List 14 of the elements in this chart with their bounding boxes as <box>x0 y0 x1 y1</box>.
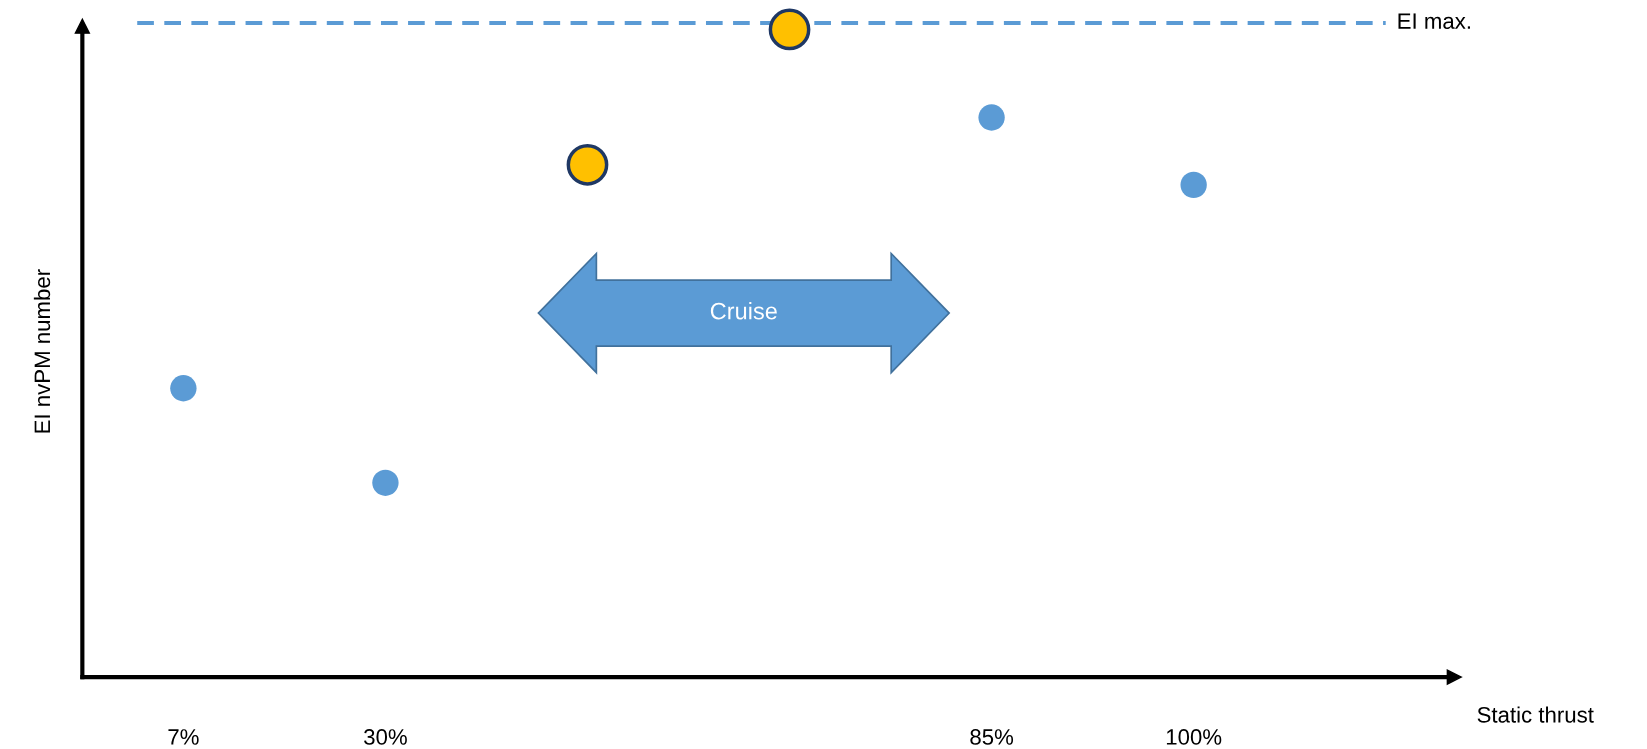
y-axis-title: EI nvPM number <box>33 269 51 433</box>
x-tick-label: 85% <box>970 729 1014 745</box>
point <box>170 375 197 402</box>
x-axis-title: Static thrust <box>1477 706 1594 723</box>
point <box>978 104 1005 131</box>
point <box>566 143 609 186</box>
x-tick-label: 30% <box>364 729 407 745</box>
point <box>768 8 811 51</box>
ref-line-label: EI max. <box>1398 13 1470 29</box>
annotation: Cruise <box>710 302 777 320</box>
x-tick-label: 100% <box>1166 729 1222 745</box>
x-tick-label: 7% <box>168 729 199 745</box>
point <box>372 469 399 496</box>
point <box>1180 171 1207 199</box>
